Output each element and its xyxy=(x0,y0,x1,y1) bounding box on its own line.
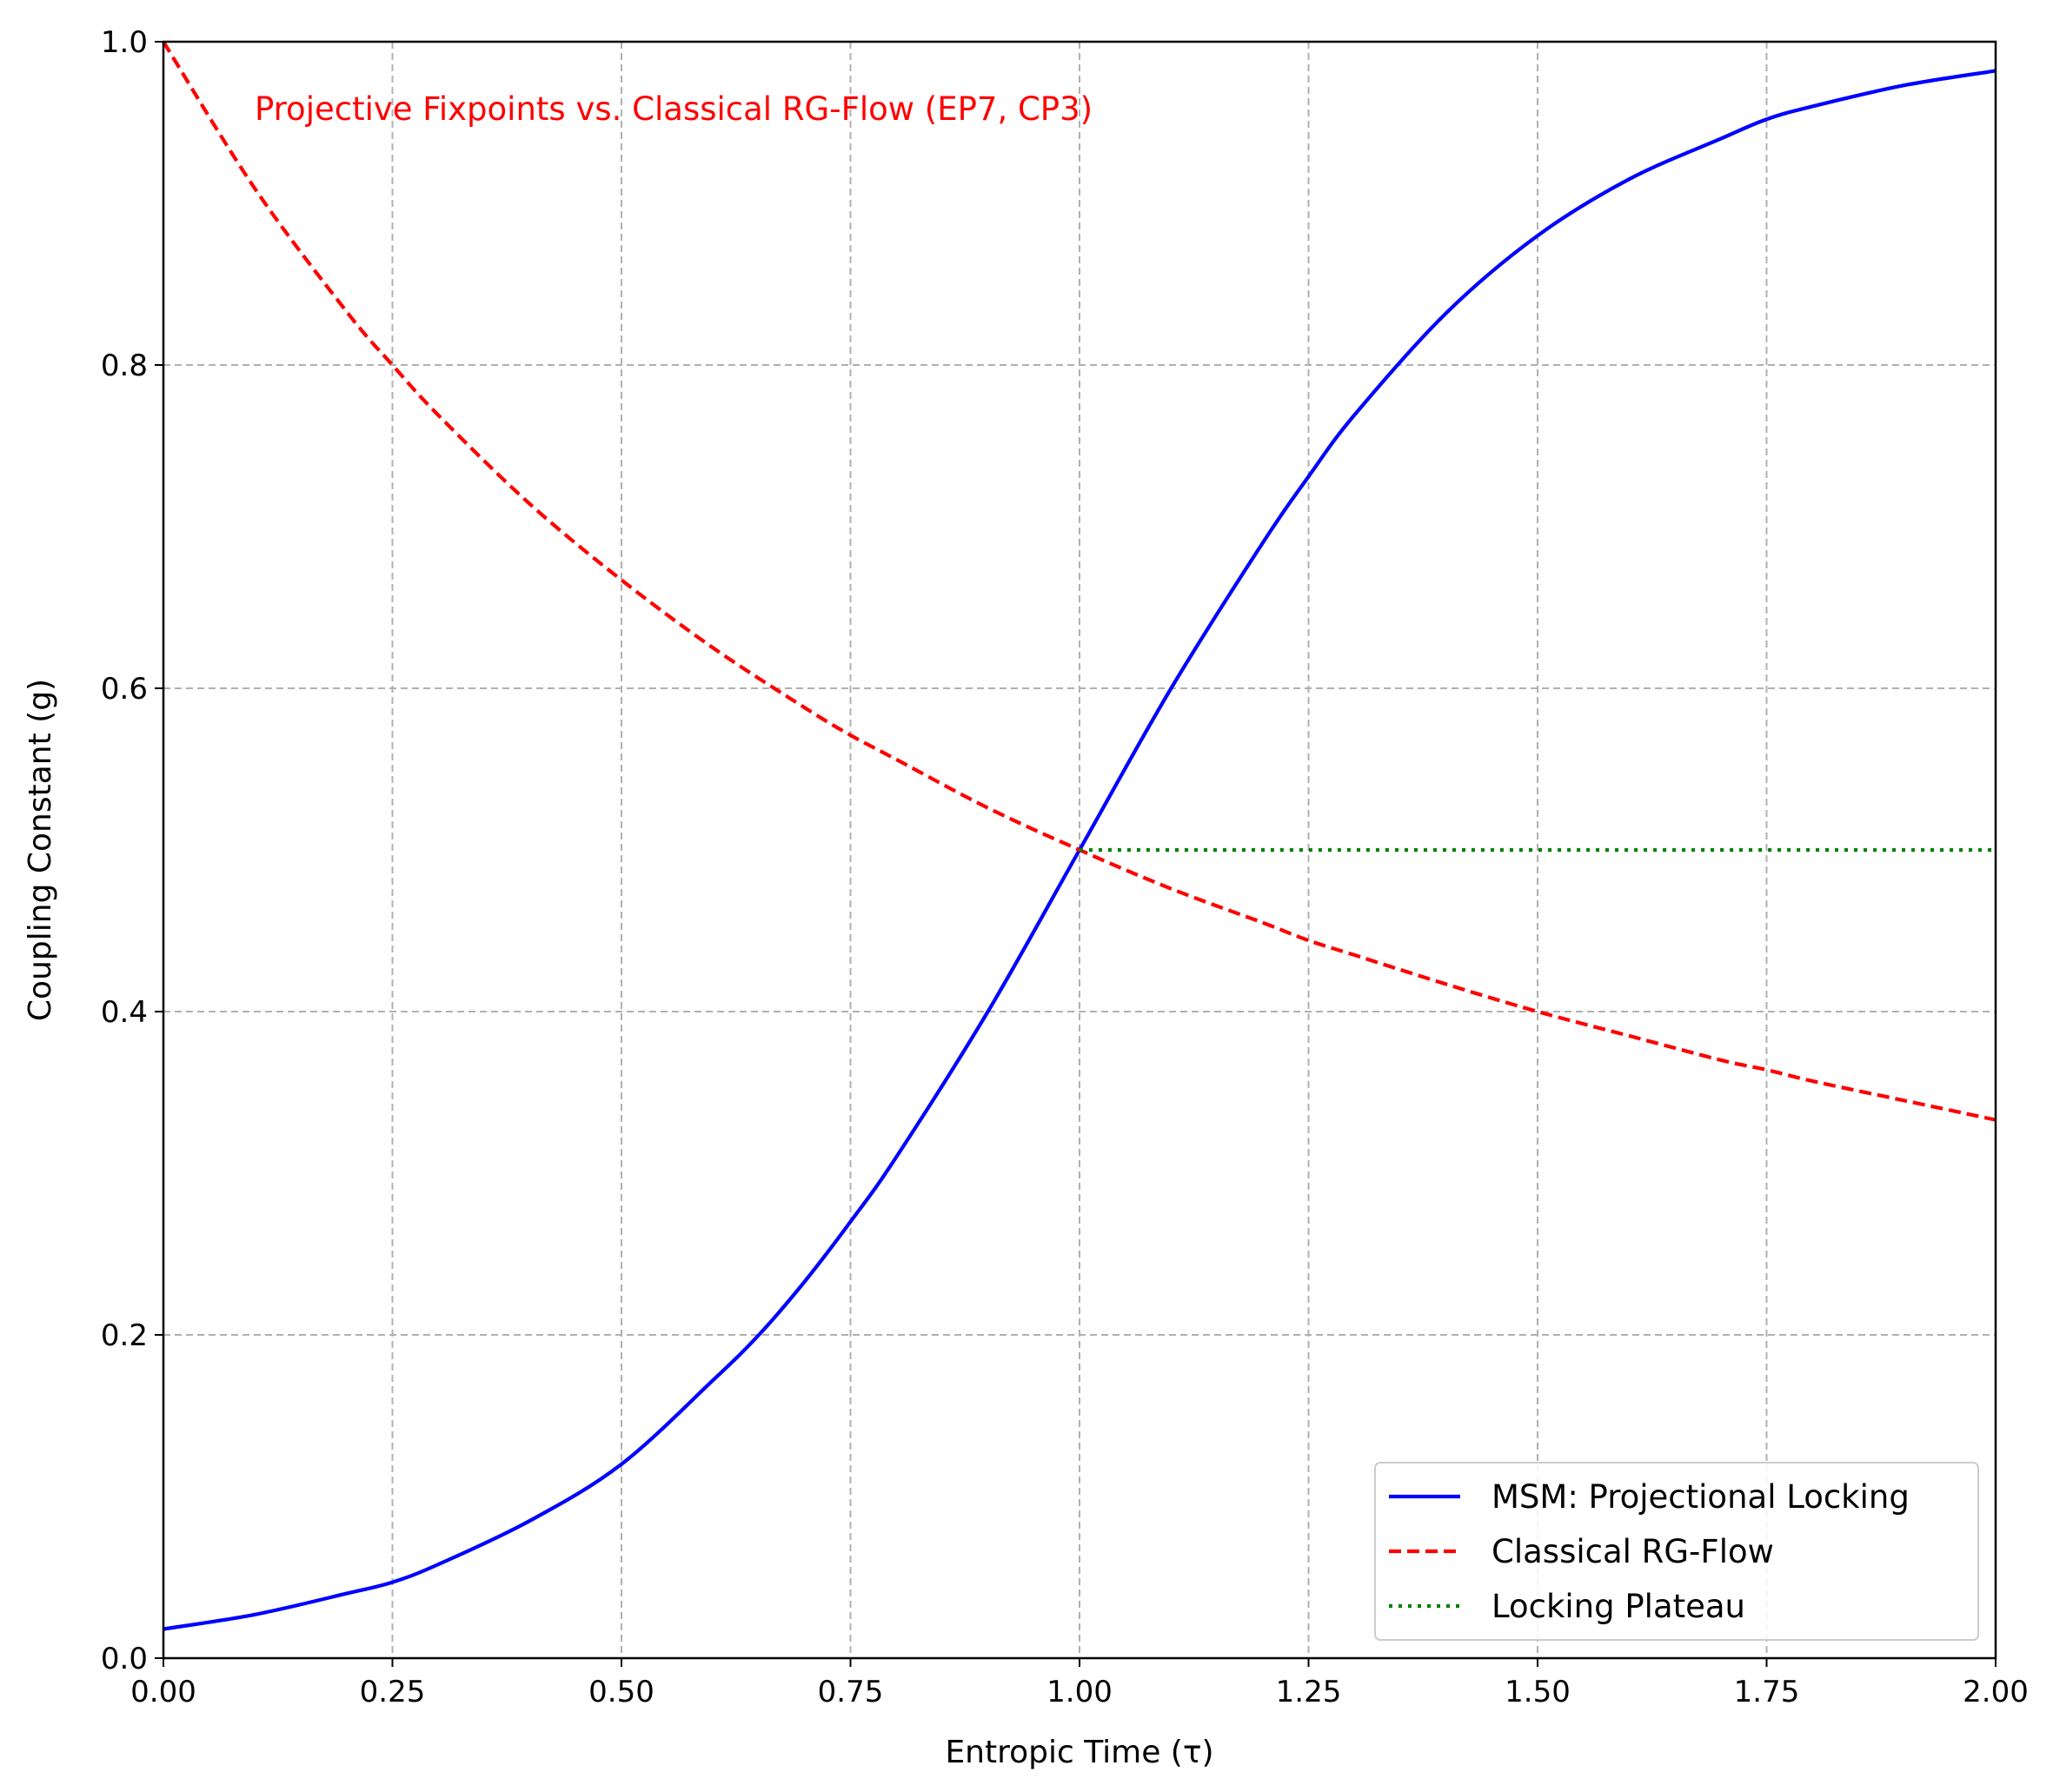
x-tick-label: 1.75 xyxy=(1734,1675,1800,1709)
x-tick-label: 0.25 xyxy=(360,1675,426,1709)
x-tick-label: 0.00 xyxy=(130,1675,196,1709)
grid xyxy=(163,41,1997,1659)
legend: MSM: Projectional Locking Classical RG-Fl… xyxy=(1374,1462,1979,1641)
y-tick-label: 0.0 xyxy=(101,1642,148,1676)
series-layer xyxy=(162,40,1997,1631)
x-tick-label: 2.00 xyxy=(1963,1675,2029,1709)
chart-annotation: Projective Fixpoints vs. Classical RG-Fl… xyxy=(255,90,1093,128)
y-tick-label: 1.0 xyxy=(101,25,148,60)
y-axis-label: Coupling Constant (g) xyxy=(23,679,58,1021)
legend-label-1: MSM: Projectional Locking xyxy=(1492,1478,1910,1516)
legend-label-3: Locking Plateau xyxy=(1492,1588,1745,1625)
x-tick-label: 0.75 xyxy=(818,1675,884,1709)
x-tick-label: 1.00 xyxy=(1046,1675,1113,1709)
x-tick-label: 0.50 xyxy=(588,1675,654,1709)
x-axis-label: Entropic Time (τ) xyxy=(945,1735,1213,1770)
x-tick-label: 1.50 xyxy=(1505,1675,1571,1709)
y-tick-label: 0.6 xyxy=(101,672,148,707)
legend-label-2: Classical RG-Flow xyxy=(1492,1533,1774,1570)
y-tick-label: 0.4 xyxy=(101,995,148,1030)
y-tick-label: 0.8 xyxy=(101,348,148,383)
x-tick-label: 1.25 xyxy=(1276,1675,1342,1709)
legend-box xyxy=(1374,1462,1979,1641)
ticks: 0.00 0.25 0.50 0.75 1.00 1.25 1.50 1.75 2.00 0.0 0… xyxy=(101,25,2029,1709)
series-line-1 xyxy=(163,69,1997,1631)
y-tick-label: 0.2 xyxy=(101,1318,148,1353)
series-line-2 xyxy=(162,40,1997,1122)
